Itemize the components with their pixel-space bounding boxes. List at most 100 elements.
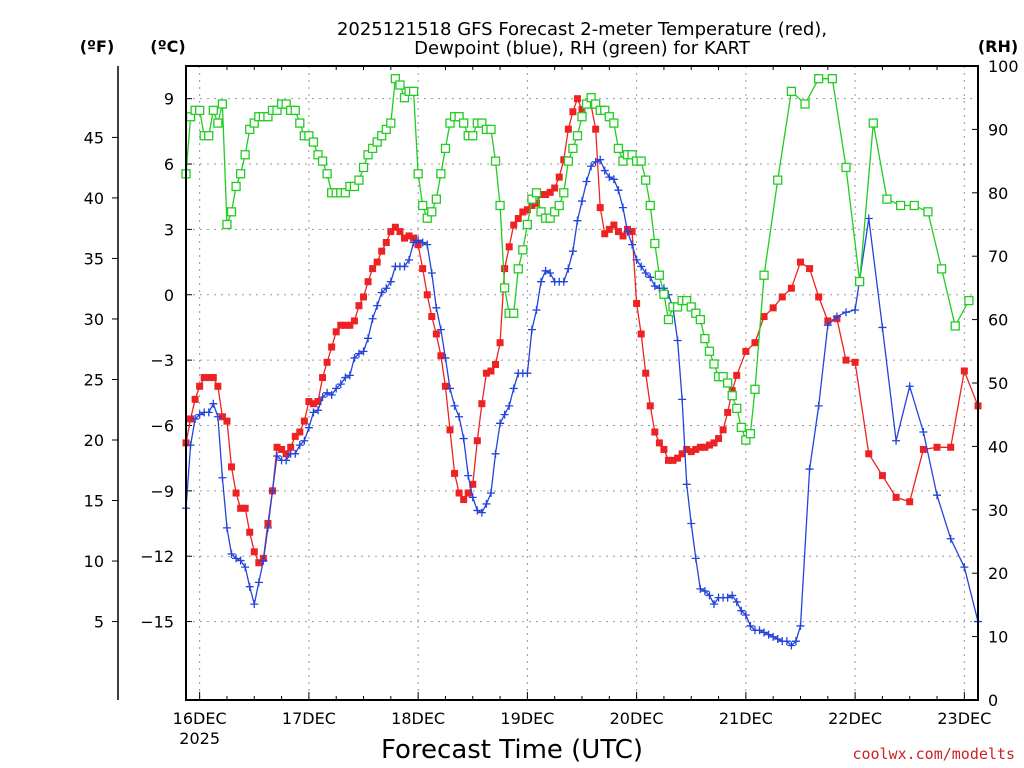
temperature-point [501,265,509,273]
dewpoint-point [186,441,195,450]
rh-point [468,131,478,141]
rh-point [855,276,865,287]
temperature-point [237,504,245,512]
temperature-point [628,228,636,236]
dewpoint-point [746,621,755,630]
dewpoint-point [878,323,887,332]
rh-point [786,86,797,97]
temperature-point [419,265,427,273]
temperature-point [528,201,536,209]
temperature-point [446,426,454,434]
temperature-point [710,439,718,447]
dewpoint-point [350,353,359,362]
temperature-point [346,321,354,329]
rh-point [950,321,960,331]
temperature-point [355,302,363,310]
rh-point [513,264,523,274]
dewpoint-point [596,155,605,164]
dewpoint-point [359,347,368,356]
rh-point [759,270,769,280]
fahrenheit-tick-label: 15 [84,492,104,511]
temperature-point [309,400,317,408]
dewpoint-point [851,306,860,315]
temperature-point [960,367,968,375]
temperature-point [373,258,381,266]
temperature-point [464,489,472,497]
rh-point [295,118,305,128]
dewpoint-point [582,177,591,186]
temperature-point [218,413,226,421]
temperature-point [796,258,804,266]
dewpoint-point [300,436,309,445]
temperature-point [332,328,340,336]
fahrenheit-tick-label: 35 [84,249,104,268]
temperature-point [892,493,900,501]
temperature-point [878,472,886,480]
rh-point [358,162,369,173]
temperature-point [314,398,322,406]
temperature-point [605,225,613,233]
temperature-point [451,469,459,477]
temperature-point [851,358,859,366]
source-credit: coolwx.com/modelts [852,745,1015,763]
dewpoint-point [332,384,341,393]
temperature-point [255,559,263,567]
dewpoint-point [737,606,746,615]
rh-tick-label: 70 [988,247,1008,266]
rh-point [773,175,783,185]
temperature-point [610,221,618,229]
rh-point [308,137,319,147]
dewpoint-point [213,412,222,421]
temperature-point [246,528,254,536]
dewpoint-point [282,456,291,465]
rh-point [572,131,583,141]
temperature-point [842,356,850,364]
temperature-point [601,230,609,238]
temperature-point [428,313,436,321]
rh-point [613,143,624,154]
temperature-point [296,428,304,436]
dewpoint-point [254,578,263,587]
dewpoint-point [823,321,832,330]
dewpoint-point [646,273,655,282]
dewpoint-point [532,306,541,315]
dewpoint-point [787,641,796,650]
celsius-tick-label: 3 [164,220,174,239]
dewpoint-point [773,634,782,643]
rh-point [663,314,674,325]
temperature-point [542,191,550,199]
temperature-point [223,417,231,425]
dewpoint-point [209,399,218,408]
rh-tick-label: 40 [988,437,1008,456]
temperature-point [441,382,449,390]
dewpoint-point [295,441,304,450]
temperature-point [305,398,313,406]
dewpoint-point [377,288,386,297]
temperature-point [614,228,622,236]
temperature-point [469,480,477,488]
rh-point [704,346,715,356]
celsius-tick-label: −6 [150,416,174,435]
dewpoint-point [245,582,254,591]
dewpoint-point [527,325,536,334]
rh-point [290,105,300,116]
dewpoint-point [459,434,468,443]
x-tick-label: 20DEC [610,709,664,728]
dewpoint-point [505,401,514,410]
temperature-point [733,371,741,379]
rh-point [609,118,619,128]
celsius-tick-label: −9 [150,482,174,501]
dewpoint-point [464,471,473,480]
rh-point [213,118,223,128]
rh-point [204,131,214,141]
dewpoint-point [568,247,577,256]
dewpoint-point [400,262,409,271]
rh-point [240,150,250,160]
dewpoint-point [605,173,614,182]
temperature-point [214,382,222,390]
dewpoint-point [609,175,618,184]
rh-point [909,200,919,211]
dewpoint-point [618,203,627,212]
dewpoint-point [314,406,322,415]
grid-lines [186,66,978,700]
